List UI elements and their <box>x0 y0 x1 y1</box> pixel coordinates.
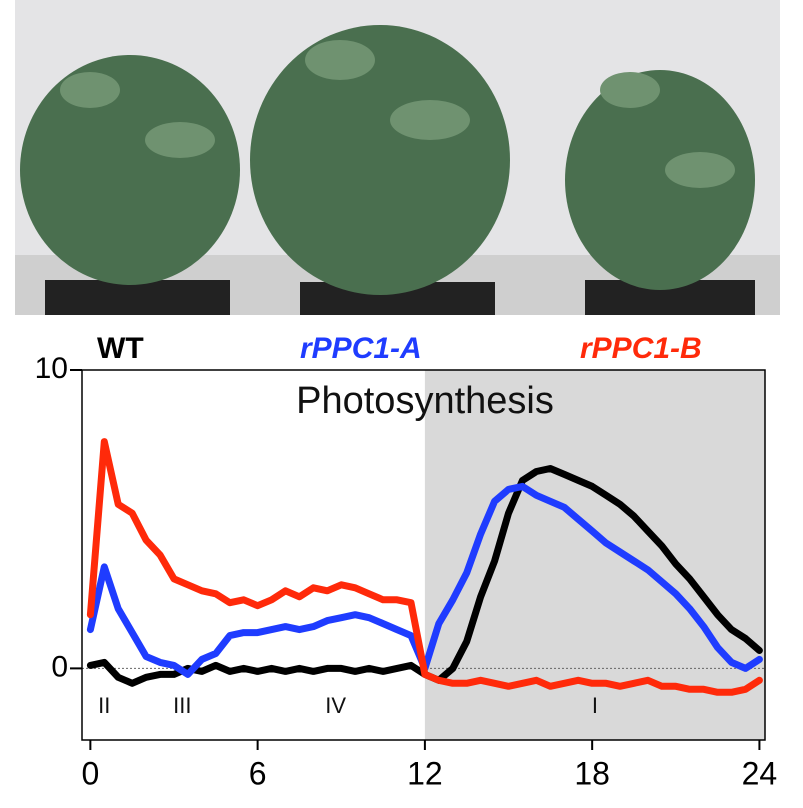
x-tick-label: 12 <box>407 755 443 791</box>
y-tick-label: 0 <box>51 650 68 683</box>
x-tick-label: 24 <box>742 755 778 791</box>
plot-frame <box>81 369 766 741</box>
phase-label: IV <box>325 693 346 718</box>
y-tick-label: 10 <box>35 352 68 385</box>
legend-label: rPPC1-A <box>300 332 422 365</box>
phase-label: I <box>592 693 598 718</box>
plant-photo <box>15 0 780 315</box>
legend-label: rPPC1-B <box>580 332 702 365</box>
x-tick-label: 6 <box>249 755 267 791</box>
chart-title: Photosynthesis <box>296 380 554 422</box>
series-line <box>86 438 763 696</box>
phase-label: II <box>98 693 110 718</box>
phase-label: III <box>173 693 191 718</box>
x-tick-label: 0 <box>81 755 99 791</box>
x-tick-label: 18 <box>574 755 610 791</box>
legend-label: WT <box>97 332 144 365</box>
